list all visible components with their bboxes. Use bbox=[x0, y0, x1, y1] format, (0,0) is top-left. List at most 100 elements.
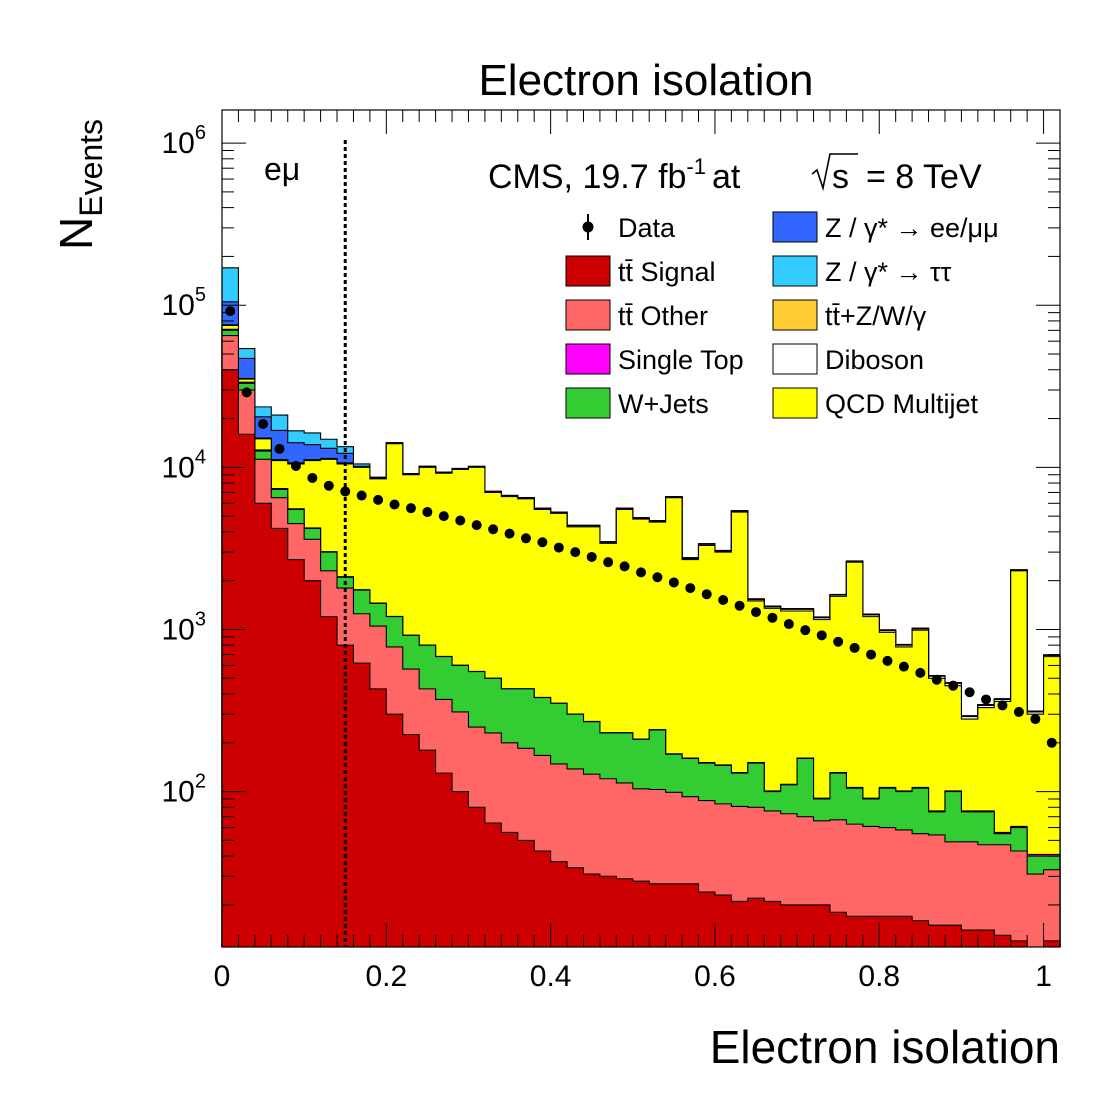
data-point bbox=[520, 533, 531, 544]
data-point bbox=[241, 387, 252, 398]
data-point bbox=[570, 547, 581, 558]
cms-energy-text: = 8 TeV bbox=[866, 158, 982, 196]
data-point bbox=[882, 655, 893, 666]
data-point bbox=[323, 480, 334, 491]
stacked-histograms bbox=[221, 267, 1061, 948]
cms-annotation: CMS, 19.7 fb-1 at s = 8 TeV bbox=[488, 153, 982, 196]
data-point bbox=[931, 674, 942, 685]
data-point bbox=[800, 625, 811, 636]
legend-swatch bbox=[565, 299, 611, 331]
svg-text:NEvents: NEvents bbox=[50, 119, 109, 250]
data-point bbox=[948, 680, 959, 691]
data-point bbox=[849, 642, 860, 653]
legend-swatch bbox=[772, 255, 818, 287]
cms-lumi-exponent: -1 bbox=[686, 154, 706, 179]
data-point bbox=[833, 636, 844, 647]
x-axis-ticks: 0 0.2 0.4 0.6 0.8 1 bbox=[214, 110, 1052, 993]
legend-label: tt̄ Other bbox=[618, 301, 708, 331]
x-tick-label: 0.2 bbox=[365, 960, 407, 993]
legend-entry-qcd-multijet: QCD Multijet bbox=[772, 387, 979, 419]
legend-entry-tt-other: tt̄ Other bbox=[565, 299, 708, 331]
data-point bbox=[636, 567, 646, 578]
y-axis-label: NEvents bbox=[50, 119, 109, 250]
data-point bbox=[981, 694, 992, 705]
y-tick-label: 104 bbox=[162, 446, 207, 484]
data-point bbox=[1030, 714, 1041, 725]
legend-swatch bbox=[565, 387, 611, 419]
data-point bbox=[340, 486, 351, 497]
data-point bbox=[619, 561, 630, 572]
data-point bbox=[915, 667, 926, 678]
data-point bbox=[586, 551, 597, 562]
legend-swatch bbox=[772, 343, 818, 375]
legend-entry-tt-signal: tt̄ Signal bbox=[565, 255, 716, 287]
legend-swatch bbox=[772, 387, 818, 419]
data-point bbox=[718, 594, 729, 605]
y-axis-ticks: 102 103 104 105 106 bbox=[162, 122, 1060, 906]
data-point bbox=[816, 630, 827, 641]
x-axis-label: Electron isolation bbox=[710, 1021, 1060, 1073]
data-point bbox=[373, 494, 384, 505]
data-point bbox=[767, 612, 778, 623]
data-point bbox=[668, 577, 679, 588]
legend-label: Z / γ* → ττ bbox=[825, 257, 952, 287]
data-point bbox=[488, 524, 499, 535]
y-tick-label: 106 bbox=[162, 122, 207, 160]
data-point bbox=[422, 507, 433, 518]
channel-label: eμ bbox=[264, 151, 300, 187]
data-point bbox=[405, 503, 416, 514]
stack-tt-signal bbox=[221, 369, 1061, 948]
data-point bbox=[783, 619, 794, 630]
data-points bbox=[225, 306, 1057, 748]
legend-swatch bbox=[565, 255, 611, 287]
data-point bbox=[964, 687, 975, 698]
data-point bbox=[751, 607, 762, 618]
x-tick-label: 1 bbox=[1035, 960, 1052, 993]
legend-label: Single Top bbox=[618, 345, 744, 375]
data-point bbox=[997, 700, 1008, 711]
data-point bbox=[734, 600, 745, 611]
x-tick-label: 0.4 bbox=[530, 960, 572, 993]
y-axis-label-sub: Events bbox=[73, 119, 109, 217]
legend-label: Z / γ* → ee/μμ bbox=[825, 213, 999, 243]
data-point bbox=[1013, 706, 1024, 717]
data-point bbox=[866, 649, 877, 660]
x-tick-label: 0 bbox=[214, 960, 231, 993]
data-point bbox=[553, 542, 564, 553]
legend-label: tt̄ Signal bbox=[618, 257, 716, 287]
legend: Data Z / γ* → ee/μμ tt̄ Signal Z / γ* → ττ t… bbox=[565, 211, 999, 419]
legend-label: W+Jets bbox=[618, 389, 709, 419]
data-point bbox=[537, 537, 548, 548]
data-point bbox=[438, 511, 449, 522]
data-point bbox=[356, 490, 367, 501]
data-point bbox=[225, 306, 236, 317]
data-point bbox=[685, 583, 696, 594]
legend-entry-w-jets: W+Jets bbox=[565, 387, 709, 419]
x-tick-label: 0.8 bbox=[858, 960, 900, 993]
legend-entry-single-top: Single Top bbox=[565, 343, 744, 375]
legend-entry-data: Data bbox=[582, 213, 676, 243]
legend-entry-tt-z-w: tt̄+Z/W/γ bbox=[772, 299, 927, 331]
legend-marker bbox=[582, 221, 594, 233]
chart-title: Electron isolation bbox=[478, 56, 813, 105]
y-tick-label: 103 bbox=[162, 608, 207, 646]
y-tick-label: 102 bbox=[162, 771, 207, 809]
legend-entry-z: Z / γ* → ττ bbox=[772, 255, 952, 287]
legend-swatch bbox=[772, 211, 818, 243]
data-point bbox=[603, 557, 614, 568]
data-point bbox=[455, 515, 466, 526]
legend-entry-z-ee: Z / γ* → ee/μμ bbox=[772, 211, 999, 243]
data-point bbox=[701, 589, 712, 600]
legend-label: Data bbox=[618, 213, 676, 243]
legend-label: Diboson bbox=[825, 345, 924, 375]
legend-label: QCD Multijet bbox=[825, 389, 979, 419]
cms-lumi-text: CMS, 19.7 fb bbox=[488, 158, 686, 196]
data-point bbox=[307, 472, 318, 483]
data-point bbox=[504, 528, 515, 539]
data-point bbox=[898, 661, 909, 672]
cms-at-text: at bbox=[712, 158, 741, 196]
legend-swatch bbox=[565, 343, 611, 375]
data-point bbox=[290, 460, 301, 471]
plot-frame bbox=[221, 109, 1061, 948]
